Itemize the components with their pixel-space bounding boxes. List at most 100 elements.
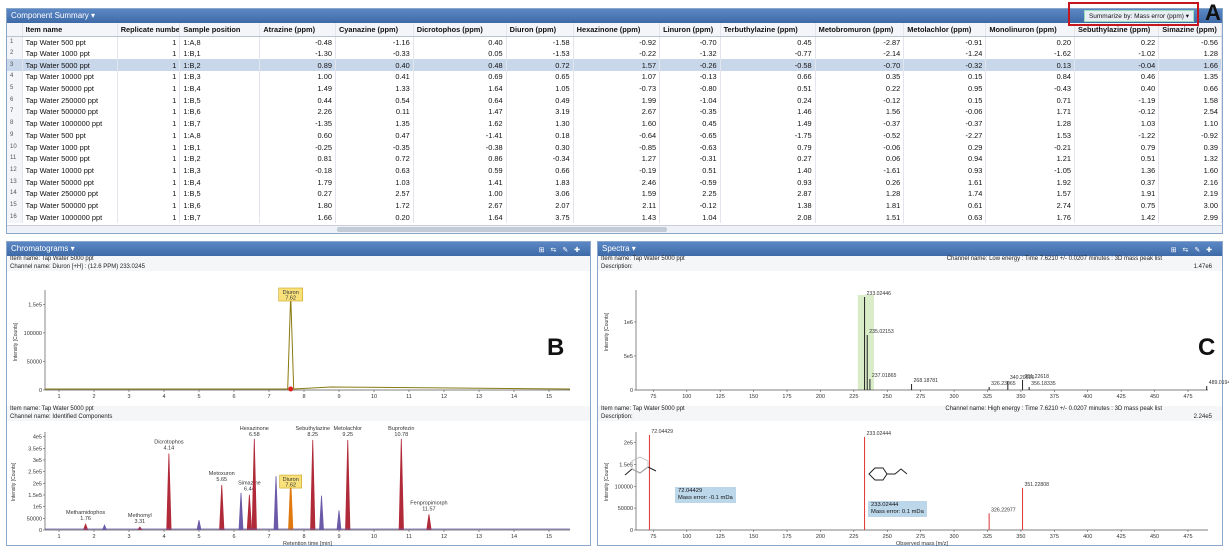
table-cell: 1.99 bbox=[573, 94, 661, 107]
column-header[interactable]: Simazine (ppm) bbox=[1158, 23, 1222, 37]
minor-peak bbox=[273, 476, 279, 531]
chromatogram-toolbar-icons[interactable]: ⊞ ⇆ ✎ ✚ bbox=[538, 247, 582, 254]
table-cell: 1 bbox=[117, 36, 181, 48]
table-row[interactable]: 6 Tap Water 250000 ppt 1 1:B,5 0.44 0.54 0.64 0… bbox=[7, 94, 1222, 107]
table-row[interactable]: 7 Tap Water 500000 ppt 1 1:B,6 2.26 0.11 1.47 3… bbox=[7, 106, 1222, 118]
column-header[interactable]: Dicrotophos (ppm) bbox=[413, 23, 507, 37]
table-row[interactable]: 1 Tap Water 500 ppt 1 1:A,8 -0.48 -1.16 0.40 -1… bbox=[7, 36, 1222, 48]
table-row[interactable]: 4 Tap Water 10000 ppt 1 1:B,3 1.00 0.41 0.69 0.… bbox=[7, 71, 1222, 83]
x-tick-label: 12 bbox=[441, 534, 447, 540]
table-cell: -0.92 bbox=[1158, 129, 1222, 142]
table-cell: 1.66 bbox=[1158, 59, 1222, 72]
table-cell: 3.00 bbox=[1158, 199, 1222, 212]
column-header[interactable] bbox=[7, 23, 23, 37]
column-header[interactable]: Item name bbox=[22, 23, 118, 37]
table-row[interactable]: 9 Tap Water 500 ppt 1 1:A,8 0.60 0.47 -1.41 0.1… bbox=[7, 129, 1222, 142]
column-header[interactable]: Metobromuron (ppm) bbox=[815, 23, 905, 37]
table-cell: 0.72 bbox=[506, 59, 574, 72]
column-header[interactable]: Diuron (ppm) bbox=[506, 23, 574, 37]
table-cell: 1.66 bbox=[259, 211, 336, 223]
peak-simazine bbox=[246, 494, 252, 531]
horizontal-scrollbar[interactable] bbox=[7, 225, 1222, 233]
table-cell: -0.19 bbox=[573, 164, 661, 177]
table-cell: 0.71 bbox=[985, 94, 1075, 107]
x-tick-label: 7 bbox=[267, 534, 270, 540]
table-cell: 1 bbox=[117, 199, 181, 212]
table-row[interactable]: 8 Tap Water 1000000 ppt 1 1:B,7 -1.35 1.35 1.6… bbox=[7, 117, 1222, 130]
spectra-toolbar-icons[interactable]: ⊞ ⇆ ✎ ✚ bbox=[1170, 247, 1214, 254]
peak-methamidophos bbox=[83, 522, 89, 531]
table-cell: 2.07 bbox=[506, 199, 574, 212]
table-row[interactable]: 10 Tap Water 1000 ppt 1 1:B,1 -0.25 -0.35 -0.3… bbox=[7, 141, 1222, 153]
table-cell: -0.22 bbox=[573, 47, 661, 60]
spec-high-energy-plot: 75 100 125 150 175 200 225 250 275 300 325 350 375 40… bbox=[604, 429, 1208, 547]
table-cell: 1.56 bbox=[815, 106, 905, 118]
table-cell: 0.51 bbox=[659, 164, 721, 177]
column-header[interactable]: Linuron (ppm) bbox=[659, 23, 721, 37]
column-header[interactable]: Replicate number bbox=[117, 23, 181, 37]
spectra-title[interactable]: Spectra ▾ bbox=[602, 244, 636, 253]
peak-label-name: Methomyl bbox=[128, 513, 152, 519]
spec-bottom-item: Item name: Tap Water 5000 ppt bbox=[601, 406, 685, 412]
column-header[interactable]: Atrazine (ppm) bbox=[259, 23, 336, 37]
table-cell: 0.93 bbox=[903, 164, 987, 177]
column-header[interactable]: Sebuthylazine (ppm) bbox=[1074, 23, 1160, 37]
table-cell: 1.05 bbox=[506, 82, 574, 95]
peak-metoxuron bbox=[219, 484, 225, 531]
table-row[interactable]: 2 Tap Water 1000 ppt 1 1:B,1 -1.30 -0.33 0.05-… bbox=[7, 47, 1222, 60]
column-header[interactable]: Cyanazine (ppm) bbox=[335, 23, 414, 37]
table-cell: 0.65 bbox=[506, 71, 574, 83]
y-tick-label: 2e5 bbox=[33, 481, 42, 487]
table-row[interactable]: 12 Tap Water 10000 ppt 1 1:B,3 -0.18 0.63 0.59… bbox=[7, 164, 1222, 177]
component-summary-title[interactable]: Component Summary ▾ bbox=[11, 11, 96, 20]
column-header[interactable]: Metolachlor (ppm) bbox=[903, 23, 987, 37]
column-header[interactable]: Terbuthylazine (ppm) bbox=[720, 23, 816, 37]
table-cell: -1.53 bbox=[506, 47, 574, 60]
table-cell: -0.34 bbox=[506, 152, 574, 165]
table-cell: -1.32 bbox=[659, 47, 721, 60]
callout-box-a bbox=[1068, 2, 1199, 26]
scrollbar-thumb[interactable] bbox=[337, 227, 667, 232]
table-cell: -0.06 bbox=[903, 106, 987, 118]
table-row[interactable]: 11 Tap Water 5000 ppt 1 1:B,2 0.81 0.72 0.86 -0… bbox=[7, 152, 1222, 165]
table-cell: -0.52 bbox=[815, 129, 905, 142]
x-tick-label: 75 bbox=[650, 394, 656, 400]
spec-bottom-max: 2.24e5 bbox=[1193, 413, 1212, 420]
x-tick-label: 250 bbox=[883, 394, 892, 400]
table-cell: 1.03 bbox=[335, 176, 414, 188]
row-number: 7 bbox=[7, 106, 23, 118]
table-cell: 1.04 bbox=[659, 211, 721, 223]
table-row[interactable]: 13 Tap Water 50000 ppt 1 1:B,4 1.79 1.03 1.41 1… bbox=[7, 176, 1222, 188]
table-row[interactable]: 15 Tap Water 500000 ppt 1 1:B,6 1.80 1.72 2.67… bbox=[7, 199, 1222, 212]
table-cell: 0.60 bbox=[259, 129, 336, 142]
table-cell: 1.91 bbox=[1074, 187, 1160, 200]
table-cell: -0.64 bbox=[573, 129, 661, 142]
table-cell: 1.28 bbox=[815, 187, 905, 200]
table-cell: -1.75 bbox=[720, 129, 816, 142]
x-tick-label: 10 bbox=[371, 534, 377, 540]
table-cell: 1:B,4 bbox=[179, 82, 261, 95]
column-header[interactable]: Monolinuron (ppm) bbox=[985, 23, 1075, 37]
table-row[interactable]: 5 Tap Water 50000 ppt 1 1:B,4 1.49 1.33 1.64 1.… bbox=[7, 82, 1222, 95]
mass-peak-label: 268.18781 bbox=[914, 378, 939, 384]
table-cell: 1.33 bbox=[335, 82, 414, 95]
table-row[interactable]: 16 Tap Water 1000000 ppt 1 1:B,7 1.66 0.20 1.6… bbox=[7, 211, 1222, 223]
column-header[interactable]: Hexazinone (ppm) bbox=[573, 23, 661, 37]
x-tick-label: 425 bbox=[1117, 394, 1126, 400]
mass-peak-label: 489.01942 bbox=[1209, 380, 1229, 386]
x-tick-label: 75 bbox=[650, 534, 656, 540]
spec-bottom-channel: Channel name: High energy : Time 7.6210 … bbox=[945, 406, 1162, 412]
table-cell: -0.63 bbox=[659, 141, 721, 153]
summarize-by-dropdown[interactable]: Summarize by: Mass error (ppm) ▾ bbox=[1083, 10, 1194, 22]
table-row[interactable]: 3 Tap Water 5000 ppt 1 1:B,2 0.89 0.40 0.48 0.7… bbox=[7, 59, 1222, 72]
table-row[interactable]: 14 Tap Water 250000 ppt 1 1:B,5 0.27 2.57 1.00… bbox=[7, 187, 1222, 200]
column-header[interactable]: Sample position bbox=[179, 23, 261, 37]
table-cell: 1 bbox=[117, 176, 181, 188]
chromatograms-title[interactable]: Chromatograms ▾ bbox=[11, 244, 75, 253]
x-tick-label: 150 bbox=[749, 394, 758, 400]
x-tick-label: 475 bbox=[1183, 394, 1192, 400]
peak-label-name: Methamidophos bbox=[66, 510, 105, 516]
y-axis-label: Intensity [Counts] bbox=[604, 312, 610, 351]
table-cell: 1.38 bbox=[720, 199, 816, 212]
table-cell: 0.30 bbox=[506, 141, 574, 153]
